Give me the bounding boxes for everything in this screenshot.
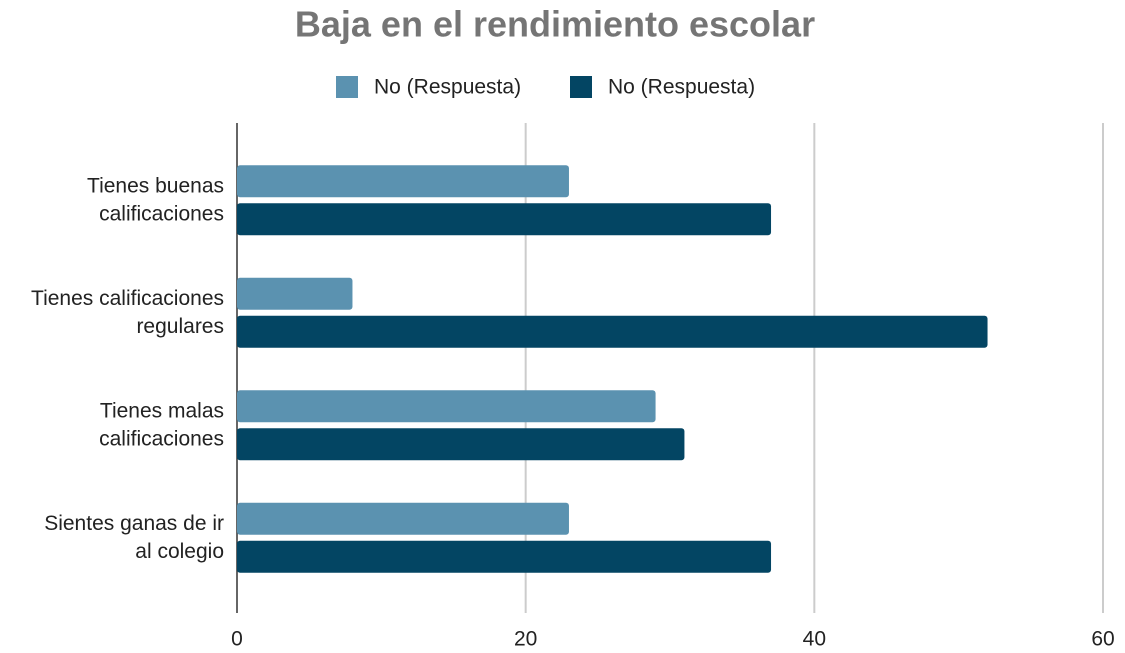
y-tick-label: Tienes buenas calificaciones — [87, 174, 224, 225]
bar — [237, 315, 988, 348]
bar — [237, 428, 685, 461]
y-tick-label: Tienes calificaciones regulares — [31, 286, 224, 337]
x-tick-label: 40 — [803, 628, 826, 651]
legend-label: No (Respuesta) — [608, 76, 755, 99]
bar — [237, 165, 569, 198]
y-tick-label: Tienes malas calificaciones — [99, 399, 224, 450]
legend-swatch — [336, 76, 358, 98]
y-tick-label: Sientes ganas de ir al colegio — [44, 511, 224, 562]
x-tick-label: 20 — [514, 628, 537, 651]
bar — [237, 390, 656, 423]
bar — [237, 277, 353, 310]
x-tick-label: 60 — [1091, 628, 1114, 651]
bar — [237, 502, 569, 535]
legend-label: No (Respuesta) — [374, 76, 521, 99]
legend-swatch — [570, 76, 592, 98]
bar — [237, 540, 772, 573]
chart-title: Baja en el rendimiento escolar — [295, 4, 815, 45]
x-tick-label: 0 — [231, 628, 243, 651]
bar — [237, 203, 772, 236]
